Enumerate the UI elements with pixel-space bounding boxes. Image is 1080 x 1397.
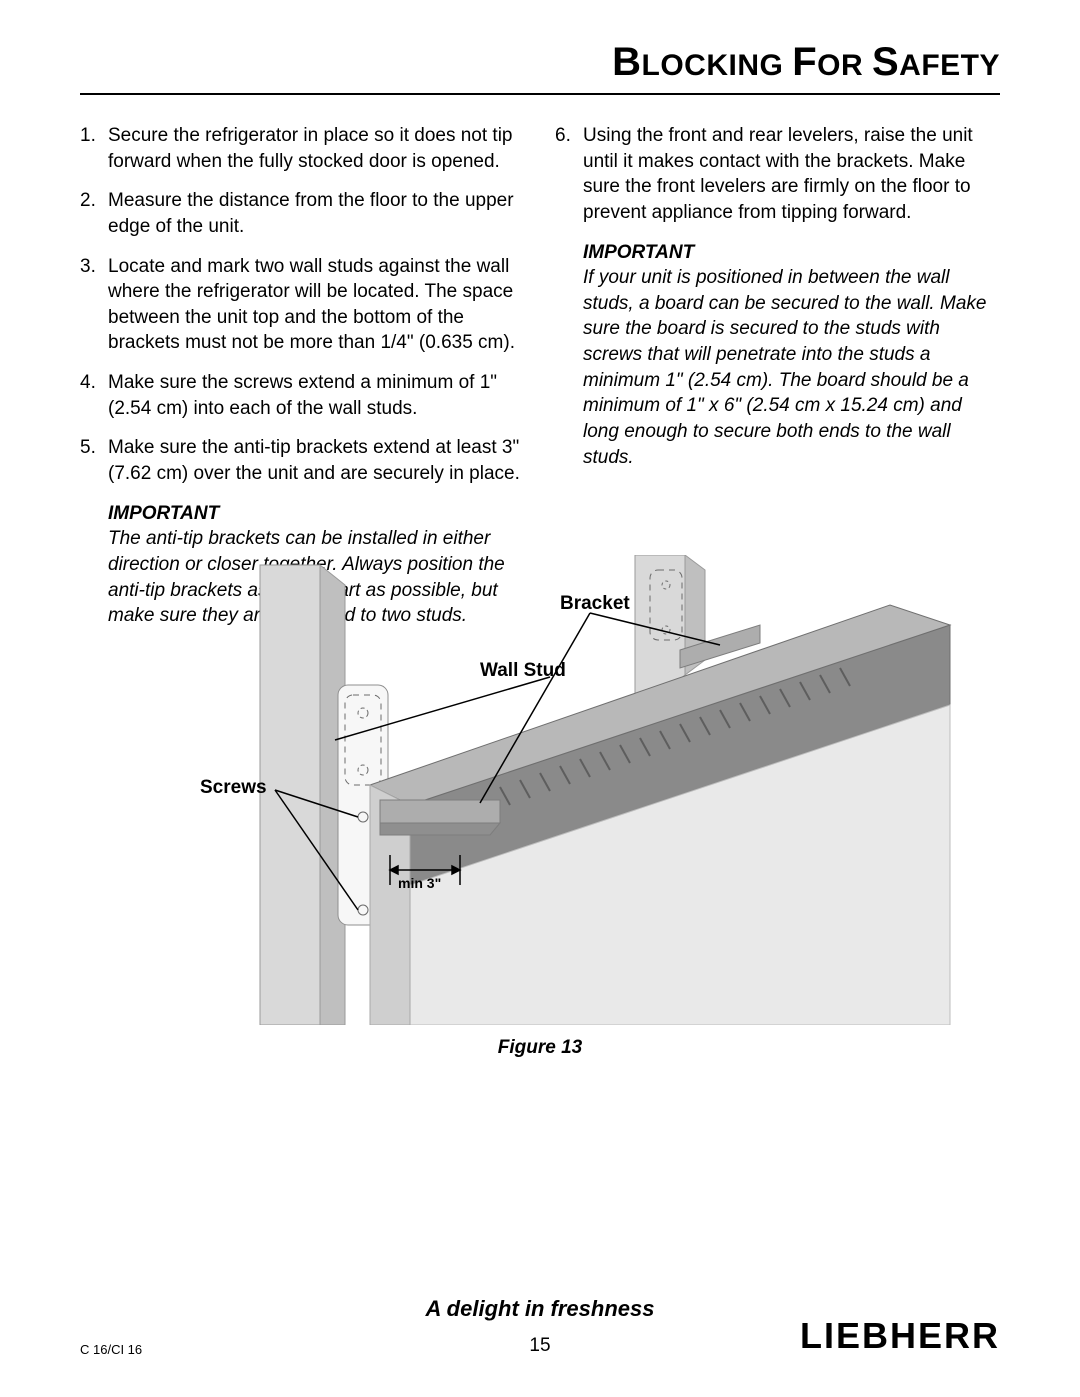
right-important-text: If your unit is positioned in between th… — [583, 265, 1000, 470]
step-3: 3.Locate and mark two wall studs against… — [80, 254, 525, 357]
figure-area: Bracket Wall Stud Screws min 3" Figure 1… — [80, 555, 1000, 1059]
right-steps: 6.Using the front and rear levelers, rai… — [555, 123, 1000, 226]
left-column: 1.Secure the refrigerator in place so it… — [80, 123, 525, 629]
model-code: C 16/CI 16 — [80, 1342, 142, 1357]
step-5: 5.Make sure the anti-tip brackets extend… — [80, 435, 525, 486]
wall-stud-left — [260, 565, 345, 1025]
right-important-label: IMPORTANT — [583, 240, 1000, 266]
brand-logo: LIEBHERR — [800, 1315, 1000, 1357]
label-screws: Screws — [200, 777, 267, 799]
left-important-label: IMPORTANT — [108, 501, 525, 527]
right-column: 6.Using the front and rear levelers, rai… — [555, 123, 1000, 629]
figure-caption: Figure 13 — [80, 1037, 1000, 1059]
label-bracket: Bracket — [560, 593, 630, 615]
label-wall-stud: Wall Stud — [480, 660, 566, 682]
label-min3: min 3" — [398, 875, 441, 891]
step-2: 2.Measure the distance from the floor to… — [80, 188, 525, 239]
step-4: 4.Make sure the screws extend a minimum … — [80, 370, 525, 421]
left-steps: 1.Secure the refrigerator in place so it… — [80, 123, 525, 487]
anti-tip-bracket-front — [380, 800, 500, 835]
title-rule — [80, 93, 1000, 95]
step-1: 1.Secure the refrigerator in place so it… — [80, 123, 525, 174]
content-columns: 1.Secure the refrigerator in place so it… — [80, 123, 1000, 629]
step-6: 6.Using the front and rear levelers, rai… — [555, 123, 1000, 226]
page-title: BLOCKING FOR SAFETY — [80, 40, 1000, 85]
page-footer: C 16/CI 16 LIEBHERR — [80, 1315, 1000, 1357]
